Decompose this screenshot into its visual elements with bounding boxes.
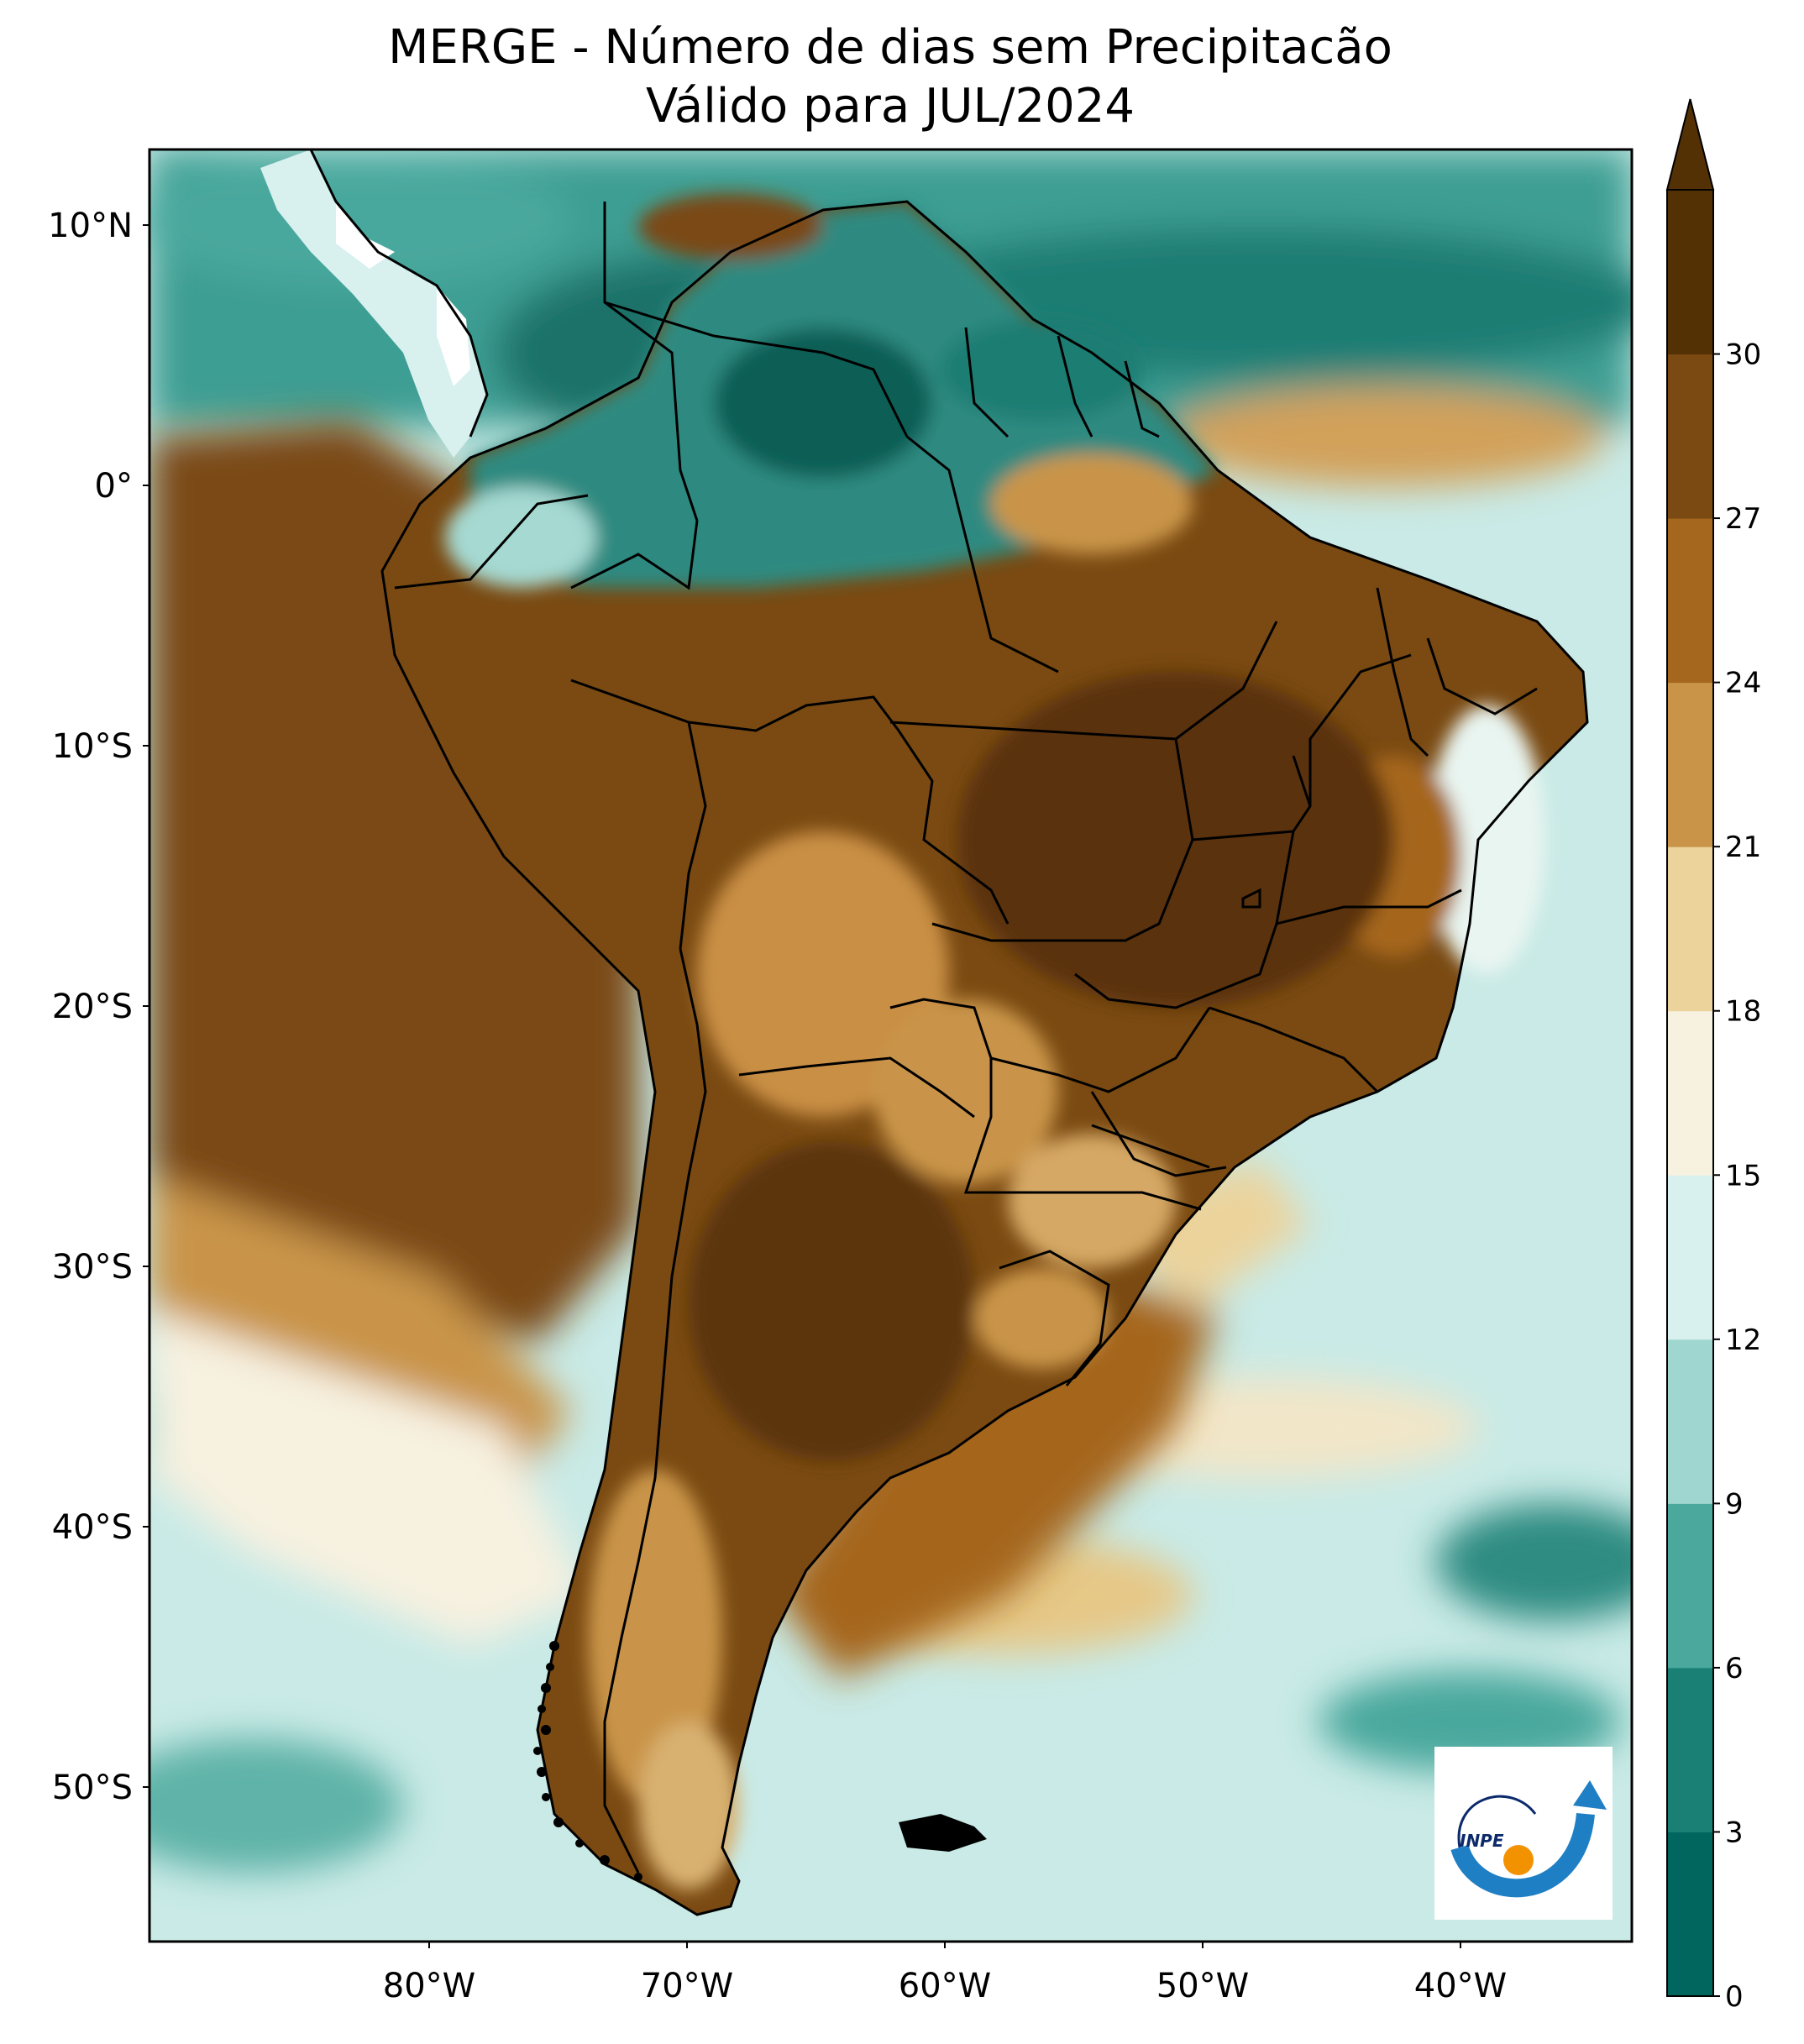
colorbar-segment — [1667, 1832, 1713, 1997]
lat-tick-label: 10°S — [52, 727, 133, 766]
map-area — [149, 149, 1632, 1942]
lat-tick-label: 40°S — [52, 1508, 133, 1547]
lat-tick-label: 20°S — [52, 988, 133, 1026]
colorbar-segment — [1667, 1339, 1713, 1504]
map-frame — [148, 148, 1634, 1943]
latitude-axis: 10°N 0° 10°S 20°S 30°S 40°S 50°S — [48, 207, 149, 1807]
map-title: MERGE - Número de dias sem Precipitacão … — [147, 18, 1634, 136]
colorbar-segment — [1667, 1667, 1713, 1832]
lat-tick-label: 10°N — [48, 207, 133, 245]
colorbar-segment — [1667, 1010, 1713, 1176]
inpe-logo-text: INPE — [1460, 1831, 1504, 1851]
colorbar-segment — [1667, 1175, 1713, 1340]
lat-tick-label: 30°S — [52, 1248, 133, 1287]
lon-tick-label: 70°W — [641, 1967, 733, 2005]
colorbar-tick-label: 3 — [1725, 1816, 1744, 1849]
colorbar-tick-label: 27 — [1725, 502, 1761, 536]
colorbar-tick-label: 15 — [1725, 1159, 1761, 1192]
colorbar-tick-label: 6 — [1725, 1652, 1744, 1685]
lon-tick-label: 60°W — [899, 1967, 991, 2005]
colorbar-segment — [1667, 682, 1713, 847]
colorbar: 0 3 6 9 12 15 18 21 24 27 30 — [1665, 98, 1761, 2014]
colorbar-segment — [1667, 1503, 1713, 1669]
colorbar-tick-label: 18 — [1725, 995, 1761, 1029]
colorbar-tick-label: 21 — [1725, 831, 1761, 864]
colorbar-segment — [1667, 846, 1713, 1012]
colorbar-segment — [1667, 518, 1713, 684]
lon-tick-label: 80°W — [383, 1967, 475, 2005]
inpe-logo: INPE — [1434, 1747, 1613, 1920]
lat-tick-label: 0° — [95, 467, 133, 506]
colorbar-tick-label: 9 — [1725, 1487, 1744, 1521]
lon-tick-label: 50°W — [1156, 1967, 1249, 2005]
land-color-variation — [445, 193, 1545, 1889]
colorbar-tick-label: 30 — [1725, 338, 1761, 372]
title-line-2: Válido para JUL/2024 — [645, 79, 1135, 134]
colorbar-tick-label: 0 — [1725, 1980, 1744, 2014]
lon-tick-label: 40°W — [1414, 1967, 1507, 2005]
falkland-islands — [899, 1814, 987, 1852]
inpe-logo-graphic — [1450, 1780, 1607, 1898]
colorbar-extend-arrow — [1665, 98, 1715, 191]
colorbar-tick-label: 12 — [1725, 1323, 1761, 1357]
colorbar-segment — [1667, 354, 1713, 519]
longitude-axis: 80°W 70°W 60°W 50°W 40°W — [383, 1942, 1507, 2005]
colorbar-frame — [1666, 189, 1714, 1997]
title-line-1: MERGE - Número de dias sem Precipitacão — [388, 20, 1392, 75]
atlantic-dry-region — [773, 1159, 1310, 1680]
chilean-fjords — [533, 1641, 642, 1881]
colorbar-tick-label: 24 — [1725, 667, 1761, 700]
colorbar-segment — [1667, 190, 1713, 355]
lat-tick-label: 50°S — [52, 1769, 133, 1807]
country-borders — [309, 149, 1589, 1916]
